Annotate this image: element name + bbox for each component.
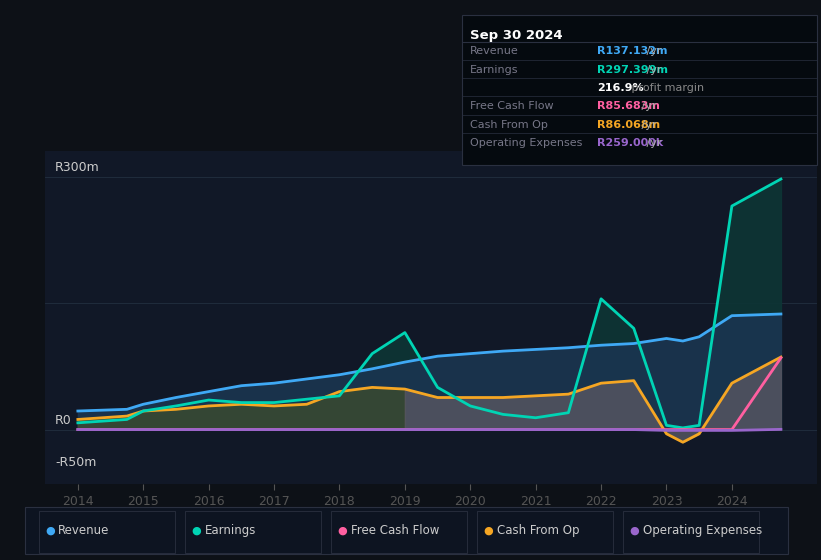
Text: ●: ● [630,526,640,536]
Text: /yr: /yr [638,120,657,130]
Text: ●: ● [191,526,201,536]
Text: /yr: /yr [644,65,662,74]
Text: /yr: /yr [644,46,662,57]
Text: R300m: R300m [55,161,99,174]
Text: Earnings: Earnings [470,65,519,74]
Text: -R50m: -R50m [55,456,96,469]
Text: Cash From Op: Cash From Op [470,120,548,130]
Text: ●: ● [484,526,493,536]
Text: Sep 30 2024: Sep 30 2024 [470,29,563,42]
Text: ●: ● [45,526,55,536]
Text: Free Cash Flow: Free Cash Flow [470,101,554,111]
Text: /yr: /yr [644,138,662,148]
Text: R259.000k: R259.000k [598,138,663,148]
Text: R297.399m: R297.399m [598,65,668,74]
Text: Operating Expenses: Operating Expenses [643,524,762,538]
Text: profit margin: profit margin [628,83,704,93]
Text: R137.132m: R137.132m [598,46,668,57]
Text: Revenue: Revenue [470,46,519,57]
Text: ●: ● [337,526,347,536]
Text: Revenue: Revenue [58,524,110,538]
Text: /yr: /yr [638,101,657,111]
Text: Free Cash Flow: Free Cash Flow [351,524,439,538]
Text: Earnings: Earnings [204,524,256,538]
Text: Operating Expenses: Operating Expenses [470,138,583,148]
Text: R85.683m: R85.683m [598,101,660,111]
Text: R0: R0 [55,414,71,427]
Text: R86.068m: R86.068m [598,120,661,130]
Text: Cash From Op: Cash From Op [497,524,579,538]
Text: 216.9%: 216.9% [598,83,644,93]
